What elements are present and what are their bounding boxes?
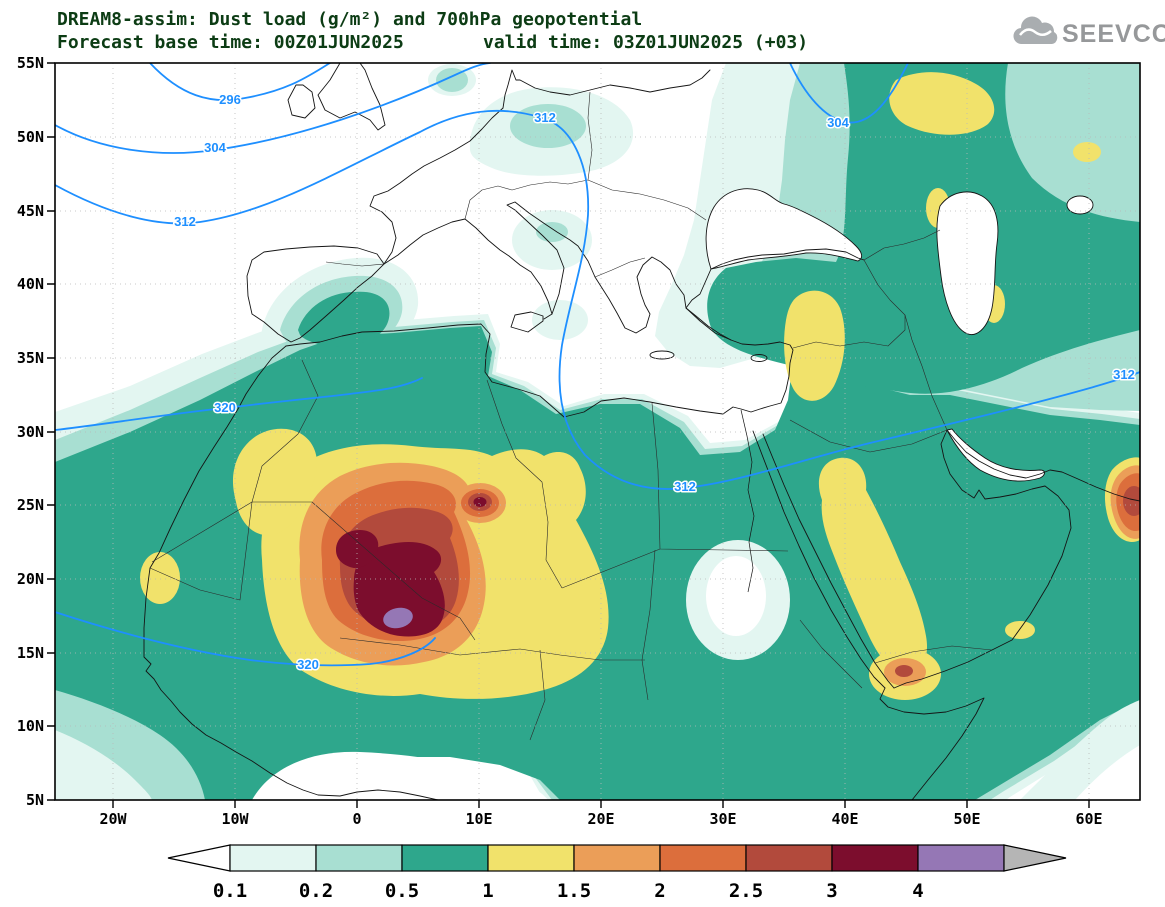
colorbar-tick-label: 2 [654,880,665,902]
lon-tick-label: 10W [221,810,249,828]
lon-tick-label: 60E [1075,810,1102,828]
contour-label: 320 [214,400,236,415]
country-borders [149,91,993,741]
lon-tick-label: 10E [465,810,492,828]
contour-label: 296 [219,92,241,107]
latitude-axis: 55N 50N 45N 40N 35N 30N 25N 20N 15N 10N … [17,54,44,809]
seevccc-logo-text: SEEVCCC [1062,20,1165,48]
colorbar-tick-label: 0.5 [385,880,419,902]
chart-title-base-time: Forecast base time: 00Z01JUN2025 [57,32,404,53]
dust-field-gaps [55,540,1140,800]
colorbar-arrow-right [1003,844,1067,872]
lat-tick-label: 50N [17,128,44,146]
contour-label: 304 [827,115,849,130]
contour-label: 304 [204,140,226,155]
contour-label: 312 [534,110,556,125]
colorbar-box-2-2.5 [659,844,747,872]
lat-tick-label: 25N [17,496,44,514]
lat-tick-label: 30N [17,423,44,441]
colorbar-box-1-1.5 [487,844,575,872]
caspian-sea [936,191,999,335]
lon-tick-label: 30E [709,810,736,828]
dust-level-4 [383,607,413,629]
colorbar-tick-label: 0.2 [299,880,333,902]
contour-label: 312 [674,479,696,494]
colorbar-box-0.2-0.5 [315,844,403,872]
chart-title-line1: DREAM8-assim: Dust load (g/m²) and 700hP… [57,9,642,30]
contour-label: 320 [297,657,319,672]
seevccc-logo: SEEVCCC [1013,16,1165,48]
colorbar-box-0.5-1 [401,844,489,872]
contour-labels: 296 304 312 312 304 312 320 320 312 [173,91,1137,674]
colorbar-box-2.5-3 [745,844,833,872]
lat-tick-label: 35N [17,349,44,367]
longitude-axis: 20W 10W 0 10E 20E 30E 40E 50E 60E [99,810,1102,828]
colorbar-tick-label: 1.5 [557,880,591,902]
contour-label: 312 [174,214,196,229]
colorbar-box-above-4 [917,844,1005,872]
axis-ticks [47,62,1090,808]
lat-tick-label: 10N [17,717,44,735]
chart-title-valid-time: valid time: 03Z01JUN2025 (+03) [483,32,808,53]
lon-tick-label: 20W [99,810,127,828]
lat-tick-label: 45N [17,202,44,220]
contour-label: 312 [1113,367,1135,382]
colorbar-box-3-4 [831,844,919,872]
aral-sea [1066,195,1094,215]
dust-field [55,63,1140,800]
lon-tick-label: 20E [587,810,614,828]
lon-tick-label: 0 [352,810,361,828]
coastlines [143,63,1140,800]
colorbar-tick-label: 0.1 [213,880,247,902]
dust-level-0.5 [55,63,1140,800]
lon-tick-label: 50E [953,810,980,828]
seevccc-cloud-icon [1013,16,1058,45]
lat-tick-label: 20N [17,570,44,588]
colorbar-tick-label: 1 [482,880,493,902]
colorbar-tick-label: 3 [826,880,837,902]
colorbar-tick-label: 2.5 [729,880,763,902]
lat-tick-label: 5N [26,791,44,809]
colorbar-arrow-left [167,844,231,872]
geopotential-contours [55,63,1140,667]
lat-tick-label: 40N [17,275,44,293]
colorbar-box-1.5-2 [573,844,661,872]
lat-tick-label: 55N [17,54,44,72]
lon-tick-label: 40E [831,810,858,828]
colorbar-box-0.1-0.2 [229,844,317,872]
colorbar-labels: 0.1 0.2 0.5 1 1.5 2 2.5 3 4 [213,880,924,902]
colorbar-tick-label: 4 [912,880,923,902]
chart-header: DREAM8-assim: Dust load (g/m²) and 700hP… [57,9,808,53]
lat-tick-label: 15N [17,644,44,662]
colorbar: 0.1 0.2 0.5 1 1.5 2 2.5 3 4 [167,844,1067,902]
